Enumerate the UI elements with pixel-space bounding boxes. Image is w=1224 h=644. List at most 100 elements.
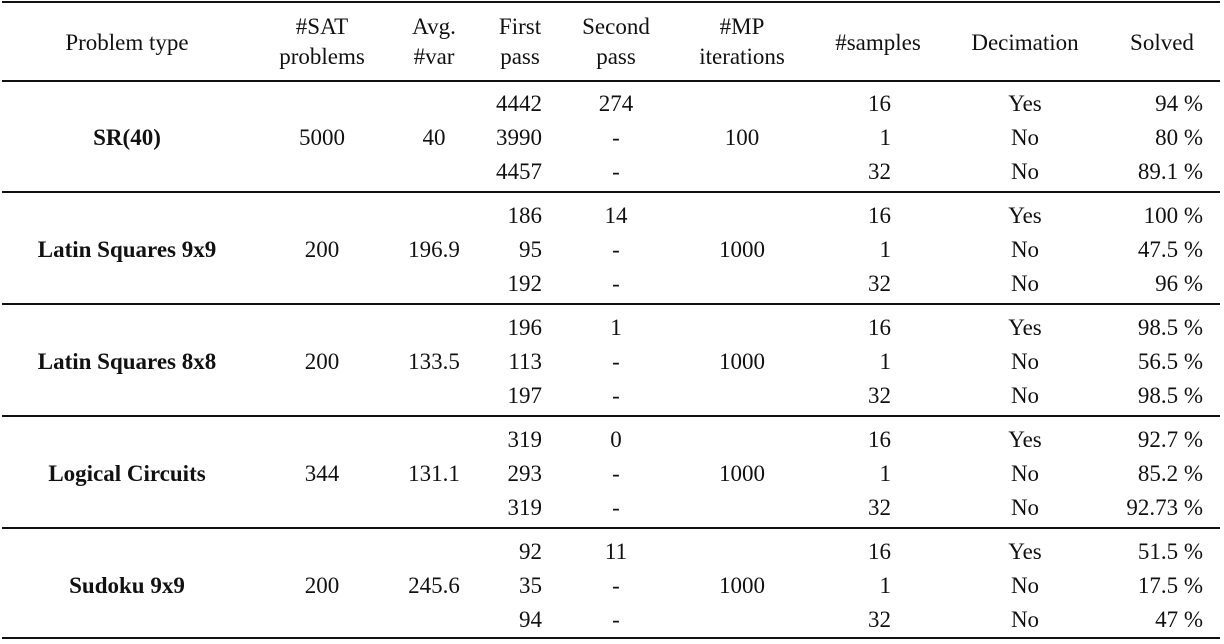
mp-iterations-cell: 1000 [719, 237, 765, 262]
first-pass-cell: 92 [519, 539, 542, 564]
header-rule [2, 80, 1220, 82]
solved-cell: 47 % [1155, 607, 1203, 632]
solved-cell: 85.2 % [1137, 461, 1203, 486]
group-rule [2, 415, 1220, 417]
first-pass-cell: 197 [507, 383, 543, 408]
second-pass-cell: 0 [610, 427, 622, 452]
problem-type-cell: Latin Squares 8x8 [37, 349, 217, 374]
second-pass-cell: 1 [610, 315, 622, 340]
column-header-mp-iterations: #MP iterations [662, 12, 822, 72]
sat-problems-cell: 200 [304, 237, 340, 262]
problem-type-cell: Latin Squares 9x9 [37, 237, 217, 262]
solved-cell: 47.5 % [1137, 237, 1203, 262]
column-header-line: #MP [719, 14, 765, 39]
mp-iterations-cell: 1000 [719, 573, 765, 598]
decimation-cell: No [1010, 125, 1040, 150]
sat-problems-cell: 200 [304, 573, 340, 598]
first-pass-cell: 113 [508, 349, 542, 374]
decimation-cell: No [1010, 271, 1040, 296]
problem-type-cell: SR(40) [93, 125, 161, 150]
second-pass-cell: - [612, 125, 620, 150]
mp-iterations-cell: 100 [724, 125, 760, 150]
samples-cell: 1 [879, 349, 892, 374]
samples-cell: 1 [879, 125, 892, 150]
avg-var-cell: 133.5 [408, 349, 460, 374]
samples-cell: 16 [868, 539, 891, 564]
sat-problems-cell: 200 [304, 349, 340, 374]
column-header-line: Second [582, 14, 650, 39]
first-pass-cell: 319 [507, 495, 543, 520]
decimation-cell: Yes [1008, 203, 1042, 228]
column-header-line: #var [413, 44, 455, 69]
samples-cell: 1 [879, 461, 892, 486]
avg-var-cell: 131.1 [408, 461, 460, 486]
problem-type-cell: Sudoku 9x9 [69, 573, 185, 598]
problem-type-cell: Logical Circuits [48, 461, 206, 486]
first-pass-cell: 95 [519, 237, 542, 262]
sat-problems-cell: 5000 [299, 125, 345, 150]
second-pass-cell: - [612, 495, 620, 520]
samples-cell: 32 [868, 495, 891, 520]
samples-cell: 32 [868, 383, 891, 408]
column-header-line: Solved [1130, 30, 1194, 55]
samples-cell: 32 [868, 271, 891, 296]
solved-cell: 51.5 % [1137, 539, 1203, 564]
mp-iterations-cell: 1000 [719, 461, 765, 486]
solved-cell: 80 % [1155, 125, 1203, 150]
solved-cell: 98.5 % [1137, 383, 1203, 408]
first-pass-cell: 94 [519, 607, 542, 632]
decimation-cell: No [1010, 159, 1040, 184]
decimation-cell: No [1010, 495, 1040, 520]
decimation-cell: Yes [1008, 427, 1042, 452]
samples-cell: 16 [868, 91, 891, 116]
column-header-line: Avg. [412, 14, 456, 39]
column-header-line: iterations [699, 44, 785, 69]
solved-cell: 56.5 % [1137, 349, 1203, 374]
column-header-decimation: Decimation [945, 28, 1105, 58]
first-pass-cell: 319 [507, 427, 543, 452]
samples-cell: 16 [868, 427, 891, 452]
avg-var-cell: 196.9 [408, 237, 460, 262]
column-header-sat-problems: #SAT problems [242, 12, 402, 72]
first-pass-cell: 293 [507, 461, 543, 486]
second-pass-cell: 11 [604, 539, 628, 564]
decimation-cell: Yes [1008, 539, 1042, 564]
second-pass-cell: - [612, 271, 620, 296]
first-pass-cell: 4457 [496, 159, 542, 184]
solved-cell: 96 % [1155, 271, 1203, 296]
column-header-line: pass [500, 44, 540, 69]
column-header-problem-type: Problem type [47, 28, 207, 58]
solved-cell: 92.7 % [1137, 427, 1203, 452]
solved-cell: 17.5 % [1137, 573, 1203, 598]
decimation-cell: No [1010, 383, 1040, 408]
samples-cell: 16 [868, 315, 891, 340]
column-header-avg-var: Avg. #var [354, 12, 514, 72]
column-header-line: Decimation [971, 30, 1079, 55]
first-pass-cell: 192 [507, 271, 543, 296]
second-pass-cell: - [612, 461, 620, 486]
column-header-first-pass: First pass [440, 12, 600, 72]
solved-cell: 94 % [1155, 91, 1203, 116]
second-pass-cell: - [612, 349, 620, 374]
solved-cell: 89.1 % [1137, 159, 1203, 184]
column-header-second-pass: Second pass [536, 12, 696, 72]
sat-problems-cell: 344 [304, 461, 340, 486]
group-rule [2, 303, 1220, 305]
decimation-cell: No [1010, 607, 1040, 632]
second-pass-cell: - [612, 573, 620, 598]
second-pass-cell: 274 [598, 91, 634, 116]
group-rule [2, 191, 1220, 193]
column-header-line: problems [279, 44, 365, 69]
solved-cell: 100 % [1143, 203, 1203, 228]
samples-cell: 16 [868, 203, 891, 228]
column-header-line: #SAT [295, 14, 349, 39]
first-pass-cell: 3990 [496, 125, 542, 150]
column-header-line: First [498, 14, 542, 39]
decimation-cell: No [1010, 349, 1040, 374]
solved-cell: 92.73 % [1126, 495, 1203, 520]
second-pass-cell: 14 [604, 203, 628, 228]
decimation-cell: No [1010, 573, 1040, 598]
top-rule [2, 1, 1220, 3]
column-header-line: pass [596, 44, 636, 69]
